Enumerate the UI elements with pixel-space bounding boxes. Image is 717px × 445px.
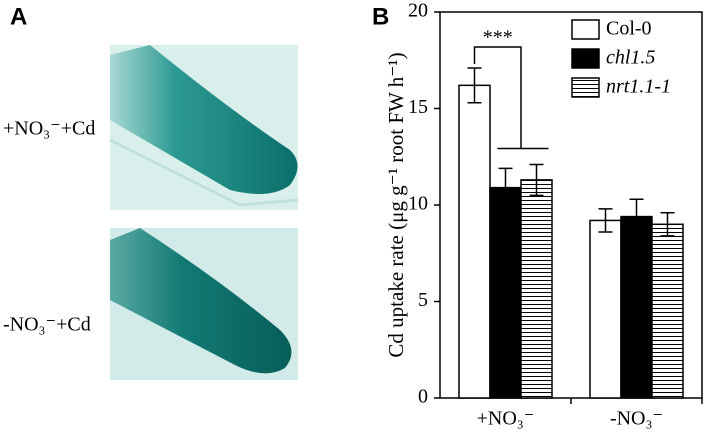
error-bar: [498, 167, 513, 208]
y-tick-label: 5: [418, 289, 428, 311]
bar: [520, 179, 553, 399]
y-tick-label: 10: [408, 193, 428, 215]
row-label: -NO₃⁻+Cd: [3, 314, 91, 336]
error-bar: [598, 208, 613, 233]
row-label: +NO₃⁻+Cd: [3, 118, 95, 140]
bar: [589, 219, 622, 399]
bar: [489, 186, 522, 399]
significance-label: ***: [483, 27, 513, 49]
legend-label: nrt1.1-1: [606, 76, 671, 98]
micrograph: [110, 228, 298, 380]
error-bar: [660, 211, 675, 237]
x-tick-label: +NO₃⁻: [477, 408, 535, 430]
error-bar: [629, 198, 644, 235]
significance-bracket: [473, 46, 549, 150]
bar: [651, 223, 684, 399]
y-tick-label: 0: [418, 386, 428, 408]
y-axis-label: Cd uptake rate (μg g⁻¹ root FW h⁻¹): [384, 52, 408, 357]
y-tick-label: 15: [408, 96, 428, 118]
bar: [620, 215, 653, 399]
y-tick-label: 20: [408, 0, 428, 22]
error-bar: [467, 67, 482, 104]
legend-swatch: [571, 48, 600, 69]
panel-label: A: [10, 3, 27, 30]
legend-swatch: [571, 77, 600, 98]
bar: [458, 84, 491, 399]
micrograph: [109, 45, 299, 210]
legend-label: Col-0: [606, 18, 652, 40]
legend-swatch: [571, 19, 600, 40]
x-tick-label: -NO₃⁻: [610, 408, 663, 430]
panel-label: B: [372, 3, 389, 30]
legend-label: chl1.5: [606, 47, 655, 69]
error-bar: [529, 163, 544, 197]
